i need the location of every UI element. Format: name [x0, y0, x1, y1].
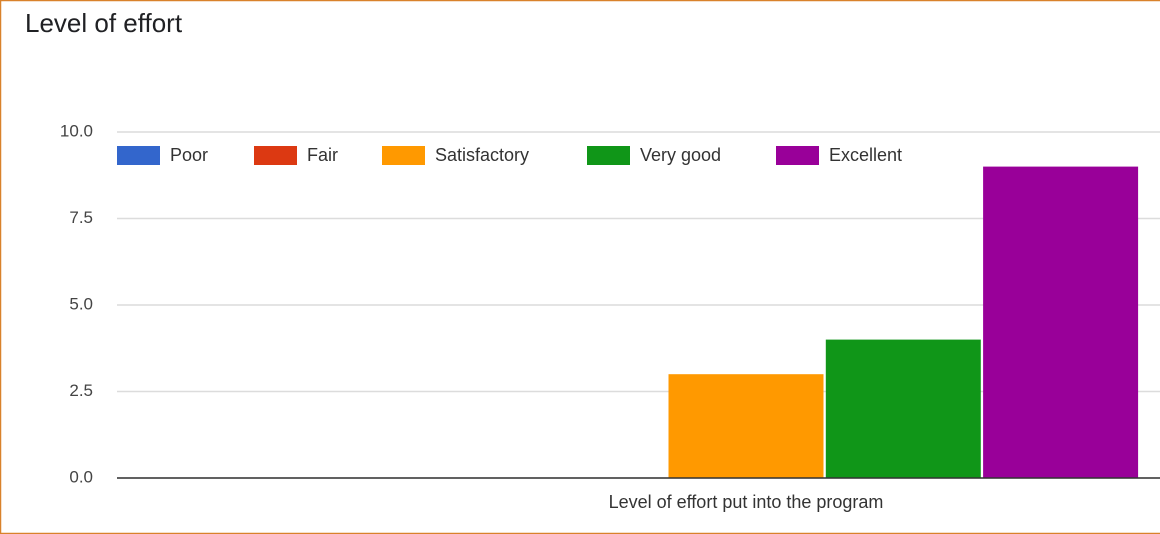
- legend-swatch: [117, 146, 160, 165]
- bar: [825, 339, 981, 478]
- legend-label: Poor: [170, 145, 208, 165]
- legend-label: Excellent: [829, 145, 902, 165]
- legend-swatch: [776, 146, 819, 165]
- legend-swatch: [254, 146, 297, 165]
- chart-title: Level of effort: [25, 8, 183, 38]
- legend-label: Fair: [307, 145, 338, 165]
- bar: [668, 374, 824, 478]
- x-tick-label: Level of effort put into the program: [609, 492, 884, 512]
- y-tick-label: 0.0: [69, 467, 93, 486]
- bar: [983, 166, 1139, 478]
- y-tick-label: 10.0: [60, 121, 93, 140]
- y-tick-label: 2.5: [69, 381, 93, 400]
- y-tick-label: 7.5: [69, 208, 93, 227]
- legend-label: Very good: [640, 145, 721, 165]
- legend-swatch: [587, 146, 630, 165]
- y-tick-label: 5.0: [69, 294, 93, 313]
- legend-swatch: [382, 146, 425, 165]
- legend-label: Satisfactory: [435, 145, 529, 165]
